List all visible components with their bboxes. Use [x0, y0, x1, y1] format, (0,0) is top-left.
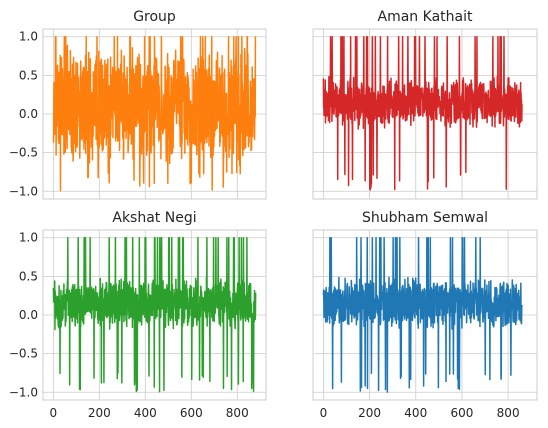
x-tick-label: 600 — [180, 406, 203, 420]
x-tick-label: 200 — [88, 406, 111, 420]
subplot-1: −1.0 −0.5 0.0 0.5 1.0 Group — [9, 9, 267, 200]
x-tick-label: 0 — [320, 406, 328, 420]
x-tick-label: 400 — [134, 406, 157, 420]
y-tick-label: −1.0 — [9, 184, 38, 198]
series-line — [322, 236, 523, 393]
y-tick-label: −1.0 — [9, 385, 38, 399]
subplot-2: Aman Kathait — [312, 9, 538, 200]
y-tick-label: 0.5 — [19, 269, 38, 283]
x-tick-label: 200 — [358, 406, 381, 420]
subplot-title: Shubham Semwal — [362, 210, 488, 226]
series-line — [52, 236, 257, 393]
y-tick-label: −0.5 — [9, 347, 38, 361]
y-tick-label: 0.0 — [19, 107, 38, 121]
y-tick-label: 1.0 — [19, 231, 38, 245]
x-tick-label: 400 — [404, 406, 427, 420]
y-tick-label: −0.5 — [9, 146, 38, 160]
subplot-title: Akshat Negi — [112, 210, 196, 226]
series-line — [322, 35, 523, 191]
series-line — [52, 35, 257, 192]
x-tick-label: 0 — [50, 406, 58, 420]
x-tick-label: 600 — [450, 406, 473, 420]
subplot-3: 0 200 400 600 800 −1.0 −0.5 0.0 0.5 1.0 Akshat Neg… — [9, 210, 267, 420]
y-tick-label: 0.5 — [19, 68, 38, 82]
subplot-title: Aman Kathait — [378, 9, 473, 25]
y-tick-label: 1.0 — [19, 30, 38, 44]
subplot-title: Group — [133, 9, 176, 25]
x-tick-label: 800 — [226, 406, 249, 420]
x-tick-label: 800 — [497, 406, 520, 420]
y-tick-label: 0.0 — [19, 308, 38, 322]
subplot-4: 0 200 400 600 800 Shubham Semwal — [312, 210, 538, 420]
